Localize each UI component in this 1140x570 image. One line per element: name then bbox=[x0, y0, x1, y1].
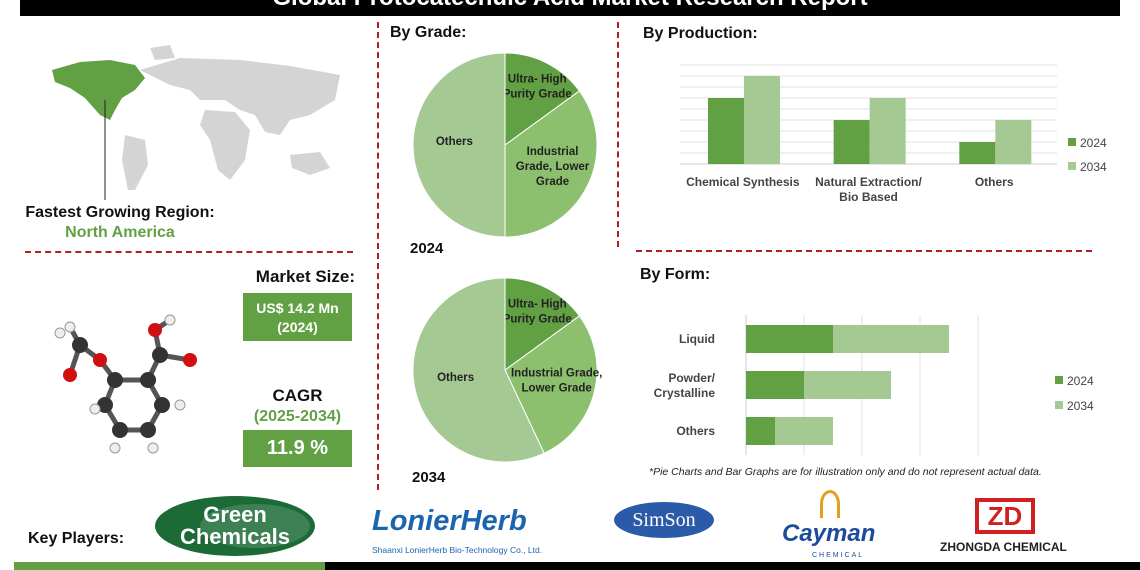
pie-label-line: Purity Grade bbox=[503, 313, 572, 325]
category-label: Others bbox=[676, 424, 715, 438]
pie-slice bbox=[504, 315, 598, 454]
category-label-line: Crystalline bbox=[654, 386, 716, 400]
report-title: Global Protocatechuic Acid Market Resear… bbox=[20, 0, 1120, 12]
logo-cayman-sub: CHEMICAL bbox=[812, 552, 865, 559]
pie-label-line: Ultra- High bbox=[508, 298, 567, 310]
divider bbox=[25, 251, 353, 253]
pie-label-line: Others bbox=[436, 136, 473, 148]
form-heading: By Form: bbox=[640, 266, 711, 283]
pie-label-line: Ultra- High bbox=[508, 73, 567, 85]
category-label-line: Liquid bbox=[679, 332, 715, 346]
zhongda-icon: ZD bbox=[975, 498, 1035, 534]
bar-2024 bbox=[746, 325, 833, 353]
bar-2034 bbox=[744, 76, 780, 164]
divider bbox=[377, 22, 379, 490]
key-players-label: Key Players: bbox=[28, 530, 125, 547]
logo-lonierherb-subtitle: Shaanxi LonierHerb Bio-Technology Co., L… bbox=[372, 545, 543, 555]
category-label-line: Chemical Synthesis bbox=[686, 175, 800, 189]
divider bbox=[636, 250, 1092, 252]
form-bar-chart: Liquid Powder/Crystalline Others 2024 2034 bbox=[654, 315, 1094, 455]
divider bbox=[617, 22, 619, 247]
bar-2024 bbox=[746, 417, 775, 445]
pie-slice bbox=[412, 277, 545, 463]
region-label: Fastest Growing Region: bbox=[25, 204, 215, 221]
bar-2034 bbox=[804, 371, 891, 399]
grade-heading: By Grade: bbox=[390, 24, 467, 41]
legend-label-line: 2024 bbox=[1080, 136, 1107, 150]
disclaimer: *Pie Charts and Bar Graphs are for illus… bbox=[649, 466, 1042, 478]
logo-lonierherb: LonierHerb bbox=[372, 505, 527, 537]
category-label: Powder/Crystalline bbox=[654, 371, 716, 400]
region-value: North America bbox=[65, 224, 175, 241]
pie-label-line: Lower Grade bbox=[522, 382, 592, 394]
market-size-label: Market Size: bbox=[255, 267, 355, 286]
category-label-line: Bio Based bbox=[839, 190, 898, 204]
category-label: Natural Extraction/Bio Based bbox=[815, 175, 922, 204]
legend-label: 2024 bbox=[1080, 136, 1107, 150]
category-label-line: Others bbox=[676, 424, 715, 438]
pie-slice bbox=[412, 52, 506, 238]
logo-cayman: Cayman bbox=[782, 520, 876, 547]
legend-label-line: 2034 bbox=[1080, 160, 1107, 174]
pie-label: Ultra- High Purity Grade bbox=[503, 298, 572, 325]
market-size-value: US$ 14.2 Mn bbox=[256, 300, 339, 316]
footer-bar-green bbox=[14, 562, 325, 570]
world-map bbox=[52, 45, 340, 200]
pie-slice bbox=[504, 52, 581, 146]
bar-2024 bbox=[746, 371, 804, 399]
category-label-line: Powder/ bbox=[668, 371, 715, 385]
pie-label-line: Grade, Lower bbox=[516, 161, 590, 173]
pie-label-line: Industrial Grade, bbox=[511, 367, 602, 379]
cagr-period: (2025-2034) bbox=[253, 408, 342, 425]
footer-bar-black bbox=[325, 562, 1140, 570]
production-heading: By Production: bbox=[643, 25, 758, 42]
category-label: Chemical Synthesis bbox=[686, 175, 800, 189]
pie-label-line: Grade bbox=[536, 176, 569, 188]
legend-swatch bbox=[1055, 376, 1063, 384]
legend-label-line: 2024 bbox=[1067, 374, 1094, 388]
pie-label-line: Purity Grade bbox=[503, 88, 572, 100]
market-size-box: US$ 14.2 Mn (2024) bbox=[243, 293, 352, 341]
molecule-image bbox=[54, 314, 197, 454]
logo-green-chemicals: Green Chemicals bbox=[155, 496, 315, 556]
legend-swatch bbox=[1055, 401, 1063, 409]
pie-label: Others bbox=[437, 372, 474, 384]
bar-2034 bbox=[869, 98, 906, 164]
title-bar: Global Protocatechuic Acid Market Resear… bbox=[20, 0, 1120, 16]
bar-2024 bbox=[959, 142, 996, 164]
legend-label: 2034 bbox=[1067, 399, 1094, 413]
pie-label: Others bbox=[436, 136, 473, 148]
production-bar-chart: Chemical Synthesis Natural Extraction/Bio… bbox=[680, 64, 1107, 204]
pie-label-line: Others bbox=[437, 372, 474, 384]
logo-simson: SimSon bbox=[614, 502, 714, 538]
market-size-year: (2024) bbox=[277, 319, 318, 335]
legend-label: 2034 bbox=[1080, 160, 1107, 174]
bar-2024 bbox=[708, 98, 744, 164]
bar-2034 bbox=[775, 417, 833, 445]
pie-slice bbox=[504, 90, 598, 238]
grade-pie-charts: Ultra- High Purity Grade Industrial Grade, … bbox=[412, 52, 602, 463]
legend-swatch bbox=[1068, 138, 1076, 146]
bar-2034 bbox=[833, 325, 949, 353]
cayman-icon bbox=[820, 490, 840, 518]
pie-slice bbox=[504, 277, 581, 371]
pie-label: Industrial Grade, Lower Grade bbox=[511, 367, 602, 394]
bar-2034 bbox=[995, 120, 1032, 164]
category-label-line: Natural Extraction/ bbox=[815, 175, 922, 189]
legend-label: 2024 bbox=[1067, 374, 1094, 388]
legend-label-line: 2034 bbox=[1067, 399, 1094, 413]
category-label: Liquid bbox=[679, 332, 715, 346]
pie-label-line: Industrial bbox=[527, 146, 579, 158]
pie-label: Industrial Grade, Lower Grade bbox=[516, 146, 590, 188]
cagr-label: CAGR bbox=[272, 386, 323, 405]
category-label-line: Others bbox=[975, 175, 1014, 189]
category-label: Others bbox=[975, 175, 1014, 189]
legend-swatch bbox=[1068, 162, 1076, 170]
pie-year-2034: 2034 bbox=[412, 469, 446, 486]
bar-2024 bbox=[833, 120, 870, 164]
logo-zhongda: ZHONGDA CHEMICAL bbox=[940, 540, 1067, 554]
pie-label: Ultra- High Purity Grade bbox=[503, 73, 572, 100]
pie-year-2024: 2024 bbox=[410, 240, 444, 257]
cagr-value: 11.9 % bbox=[243, 430, 352, 467]
